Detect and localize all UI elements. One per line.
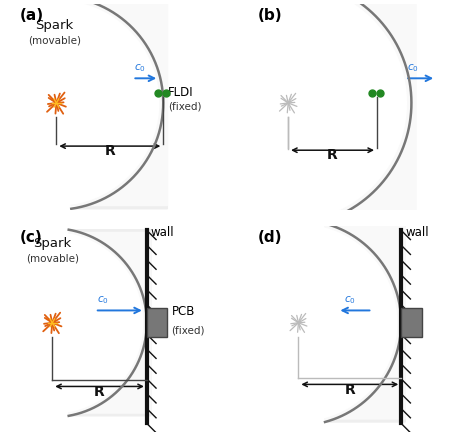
Text: (fixed): (fixed) [172,325,205,335]
Bar [401,308,422,337]
Text: (fixed): (fixed) [168,101,202,111]
Text: wall: wall [405,226,429,239]
Text: Spark: Spark [35,19,73,32]
Text: $c_0$: $c_0$ [344,294,356,306]
Text: $c_0$: $c_0$ [97,294,109,306]
Bar [147,308,167,337]
Text: wall: wall [151,226,174,239]
Text: R: R [104,144,115,158]
Text: (movable): (movable) [26,253,79,263]
Text: R: R [327,148,338,163]
Text: (d): (d) [257,230,282,245]
Polygon shape [329,0,416,215]
Text: Spark: Spark [33,237,72,250]
Polygon shape [71,0,167,209]
Polygon shape [324,227,405,419]
Polygon shape [71,0,167,205]
Polygon shape [325,224,405,422]
Text: FLDI: FLDI [168,86,194,99]
Text: PCB: PCB [172,305,195,317]
Polygon shape [330,0,416,219]
Polygon shape [68,232,151,413]
Text: R: R [94,385,105,399]
Text: (movable): (movable) [28,35,81,45]
Text: $c_0$: $c_0$ [407,62,419,74]
Text: R: R [345,383,355,397]
Text: (c): (c) [19,230,42,245]
Text: (a): (a) [19,8,44,24]
Text: $c_0$: $c_0$ [135,62,146,74]
Text: (b): (b) [257,8,282,24]
Polygon shape [69,230,151,416]
